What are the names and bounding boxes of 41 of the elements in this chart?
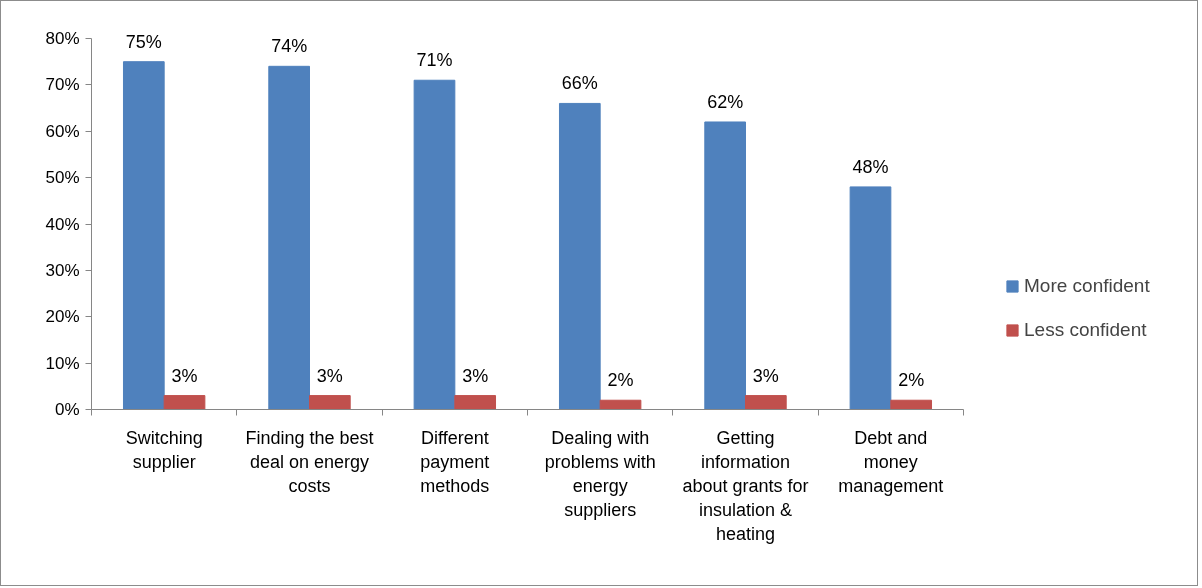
data-label: 66% xyxy=(561,73,598,94)
y-tick-label: 20% xyxy=(45,307,80,327)
legend-label: More confident xyxy=(1024,275,1150,297)
x-tick-label: Different payment methods xyxy=(420,427,490,496)
y-tick-label: 80% xyxy=(45,29,80,48)
data-label: 74% xyxy=(271,36,308,57)
bar xyxy=(704,121,746,410)
x-tick-label: Switching supplier xyxy=(125,427,203,472)
bar xyxy=(268,65,310,410)
x-tick-label: Finding the best deal on energy costs xyxy=(245,427,374,496)
data-label: 62% xyxy=(707,91,744,112)
y-tick-label: 70% xyxy=(45,75,80,95)
bar xyxy=(849,186,892,410)
x-tick-label: Dealing with problems with energy suppliers xyxy=(544,427,656,520)
data-label: 2% xyxy=(898,370,925,391)
data-label: 3% xyxy=(171,365,198,386)
legend-label: Less confident xyxy=(1024,319,1147,341)
bar xyxy=(745,395,787,410)
bar xyxy=(890,399,933,410)
data-label: 48% xyxy=(852,156,889,177)
bar xyxy=(309,395,351,410)
bar xyxy=(163,395,206,410)
bar xyxy=(599,399,642,410)
y-tick-label: 0% xyxy=(54,400,80,419)
bar xyxy=(413,79,456,410)
x-tick-label: Debt and money management xyxy=(838,427,944,496)
y-tick-label: 50% xyxy=(45,168,80,188)
y-tick-label: 30% xyxy=(45,260,80,280)
y-tick-label: 60% xyxy=(45,121,80,141)
data-label: 3% xyxy=(752,365,779,386)
x-tick-label: Getting information about grants for insulation & heating xyxy=(682,427,809,544)
bar xyxy=(454,395,497,410)
data-label: 71% xyxy=(416,50,453,71)
data-label: 3% xyxy=(462,365,489,386)
data-label: 3% xyxy=(316,365,343,386)
bar xyxy=(558,102,601,410)
bar xyxy=(122,61,165,410)
data-label: 2% xyxy=(607,370,634,391)
data-label: 75% xyxy=(125,31,162,52)
y-tick-label: 10% xyxy=(45,353,80,373)
y-tick-label: 40% xyxy=(45,214,80,234)
